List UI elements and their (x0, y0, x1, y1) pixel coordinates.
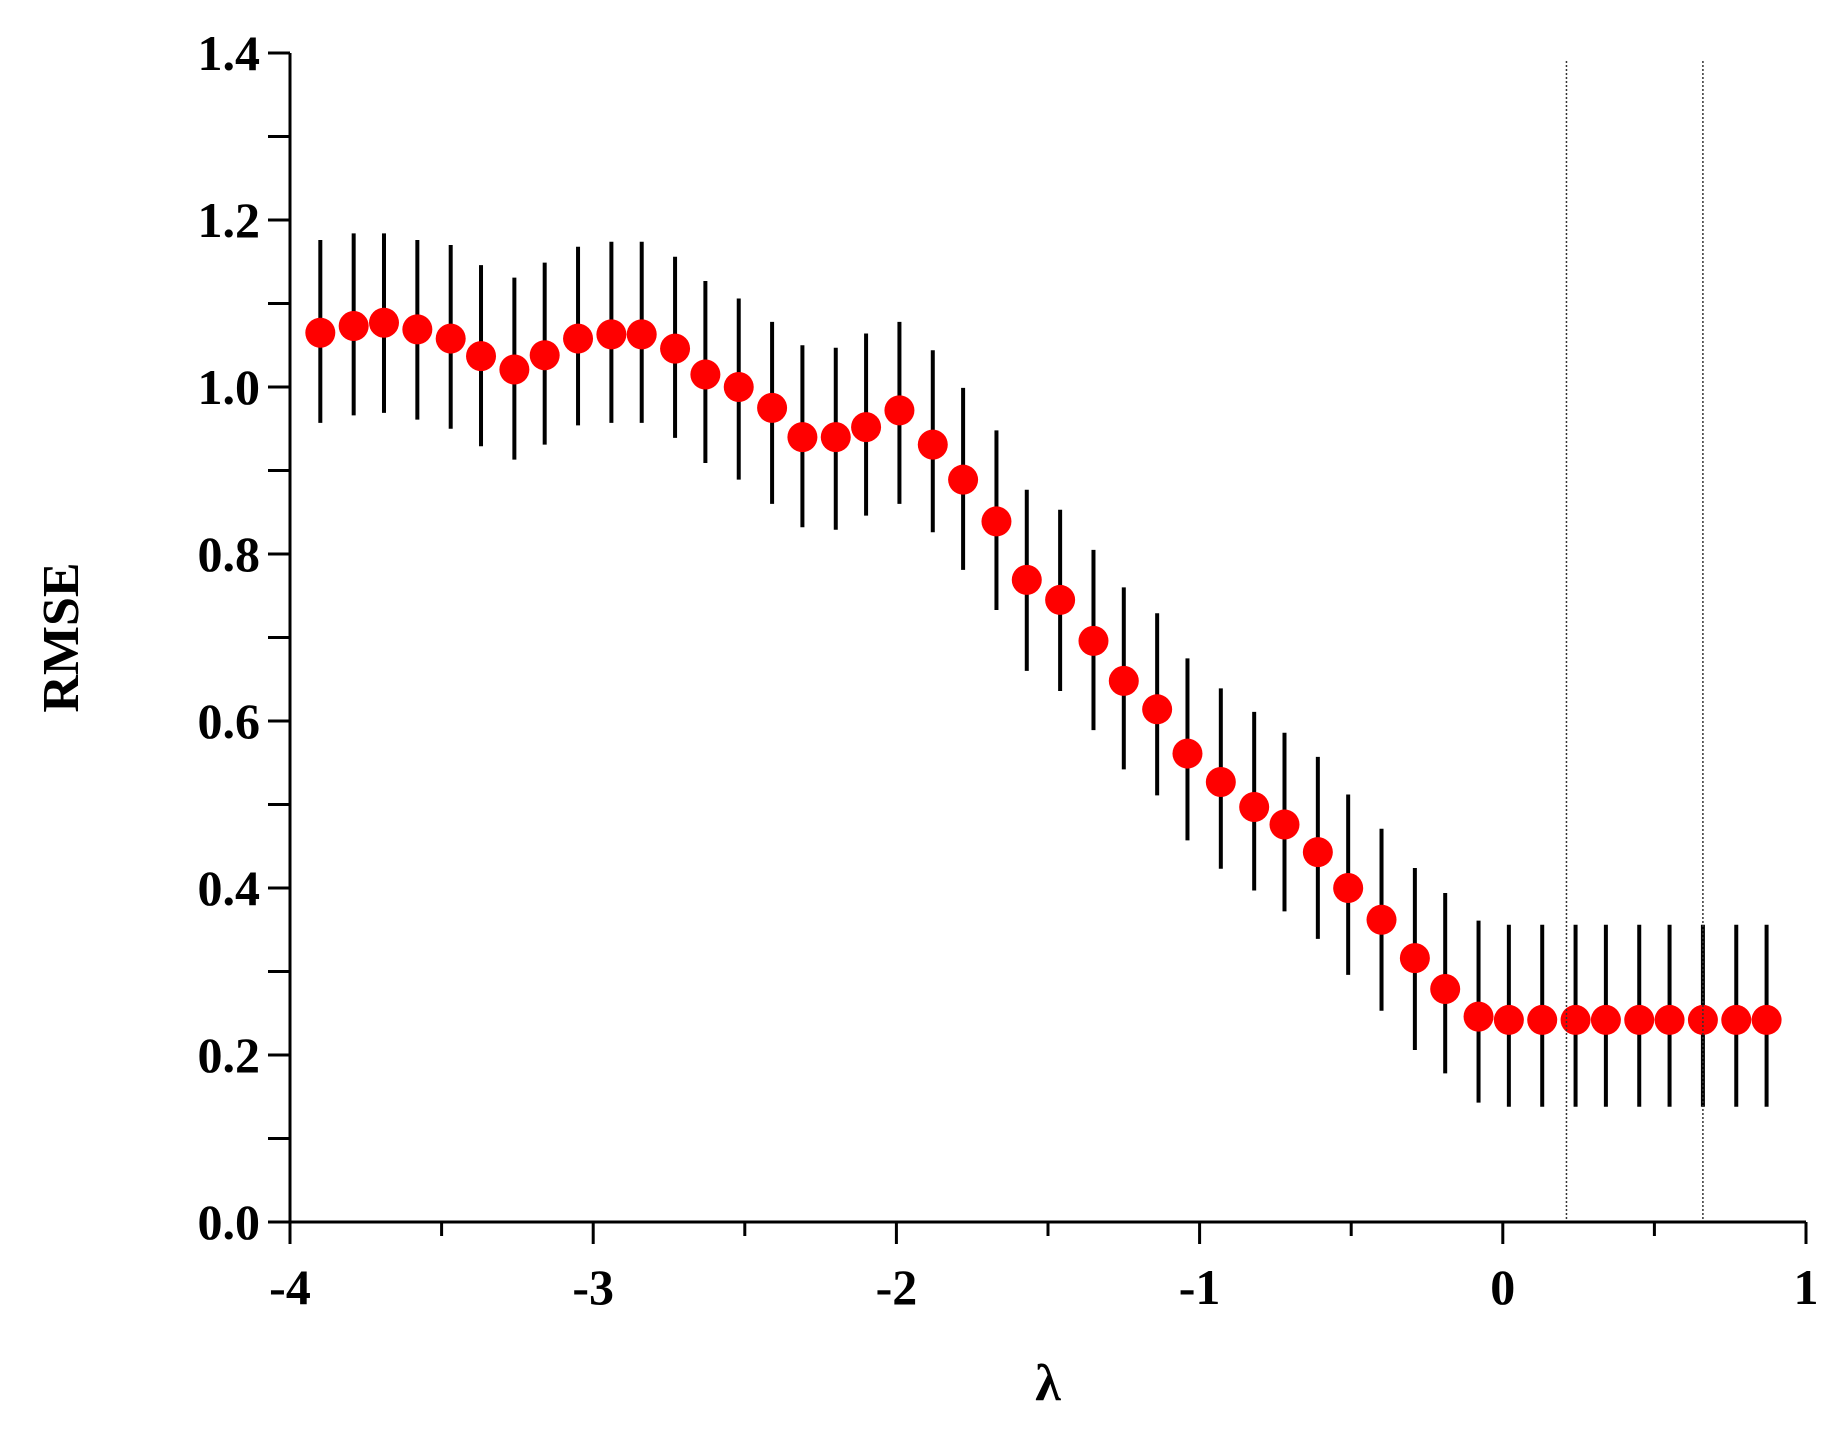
data-point (1399, 943, 1430, 974)
data-point (1430, 974, 1461, 1005)
data-point (1366, 904, 1397, 935)
data-point (1078, 625, 1109, 656)
data-point (1045, 584, 1076, 615)
data-point (787, 422, 818, 453)
y-tick-label: 0.6 (198, 693, 261, 749)
data-point (1751, 1004, 1782, 1035)
data-point (1624, 1004, 1655, 1035)
x-tick-label: 1 (1794, 1259, 1819, 1315)
data-point (757, 392, 788, 423)
data-point (851, 412, 882, 443)
data-point (981, 506, 1012, 537)
y-tick-label: 0.4 (198, 860, 261, 916)
data-point (1333, 873, 1364, 903)
data-point (1493, 1004, 1524, 1035)
data-point (723, 372, 754, 402)
y-axis-title: RMSE (33, 562, 90, 712)
data-point (1205, 766, 1236, 797)
data-point (529, 340, 560, 371)
axes-layer: 0.0 0.2 0.4 0.6 0.8 1.0 1.2 1.4 -4 -3 -2 -1 0 1 (198, 25, 1819, 1315)
data-point (499, 354, 530, 385)
x-axis-title: λ (1035, 1355, 1061, 1412)
data-point (1560, 1004, 1591, 1035)
x-tick-label: -4 (269, 1259, 311, 1315)
data-point (1239, 792, 1270, 823)
data-point (1463, 1001, 1494, 1032)
data-point (626, 319, 657, 350)
data-point (660, 333, 691, 364)
data-point (690, 359, 721, 390)
data-point (1172, 738, 1203, 769)
data-point (948, 464, 979, 495)
data-point (338, 311, 369, 342)
data-point (884, 395, 915, 426)
x-tick-label: 0 (1490, 1259, 1515, 1315)
data-point (1269, 809, 1300, 840)
x-tick-label: -2 (876, 1259, 918, 1315)
data-point (435, 323, 466, 354)
y-tick-label: 1.4 (198, 25, 261, 81)
data-point (368, 307, 399, 338)
y-tick-label: 0.8 (198, 526, 261, 582)
data-point (1590, 1004, 1621, 1035)
data-point (1687, 1004, 1718, 1035)
data-point (305, 317, 336, 348)
data-point (917, 429, 948, 460)
reference-lines-layer (1565, 61, 1704, 1222)
data-point (466, 341, 497, 372)
y-tick-label: 1.0 (198, 359, 261, 415)
data-point (596, 319, 627, 350)
data-point (563, 323, 594, 354)
data-point (1108, 665, 1139, 696)
y-tick-label: 1.2 (198, 192, 261, 248)
data-point (402, 314, 433, 345)
data-point (1302, 837, 1333, 868)
x-tick-label: -1 (1179, 1259, 1221, 1315)
data-point (820, 422, 851, 453)
data-point (1654, 1004, 1685, 1035)
data-point (1142, 694, 1173, 725)
y-tick-label: 0.2 (198, 1027, 261, 1083)
data-point (1011, 564, 1042, 595)
y-tick-label: 0.0 (198, 1194, 261, 1250)
x-tick-label: -3 (572, 1259, 614, 1315)
points-layer (305, 307, 1782, 1035)
data-point (1721, 1004, 1752, 1035)
data-point (1527, 1004, 1558, 1035)
